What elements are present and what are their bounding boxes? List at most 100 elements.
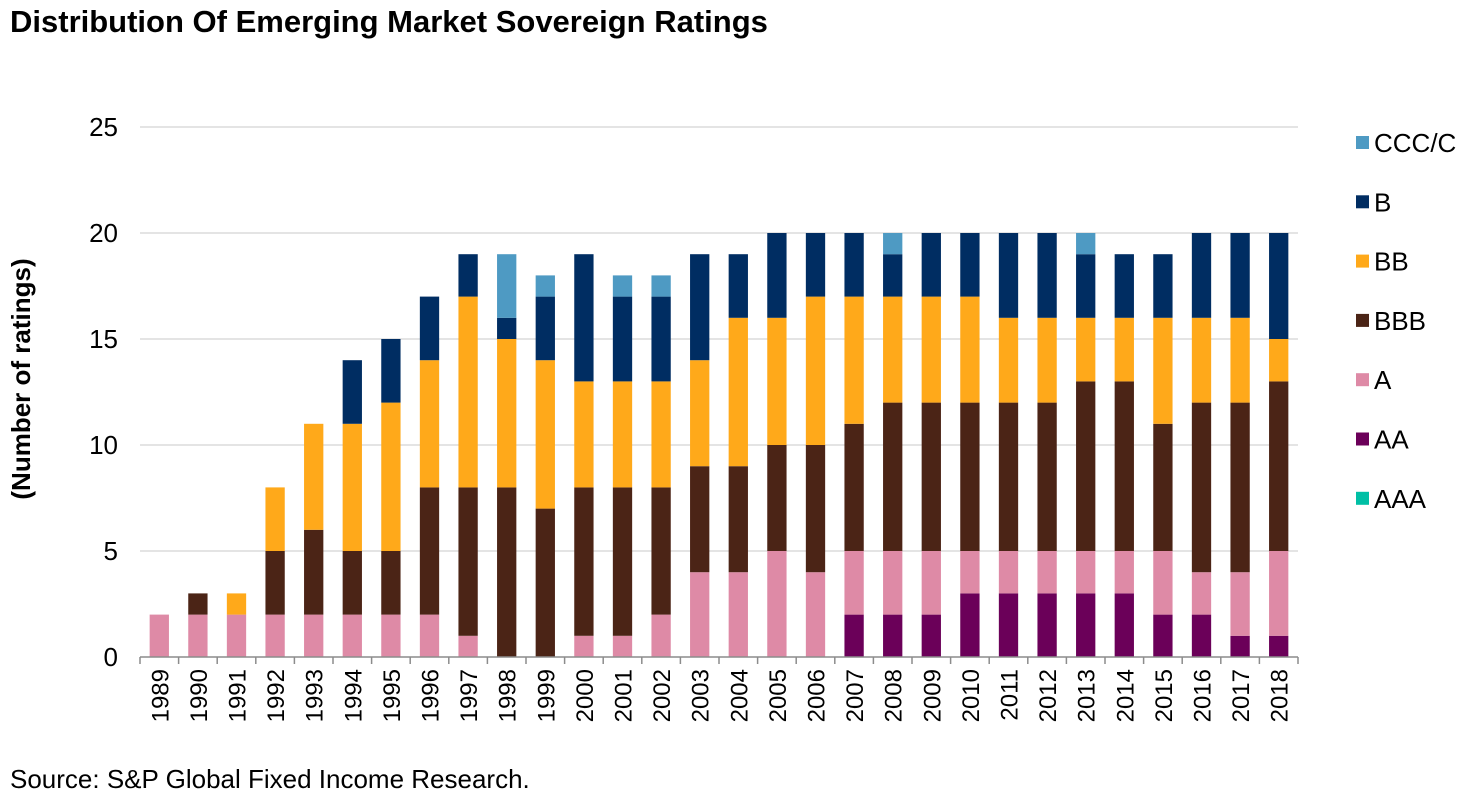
legend-label: AAA [1374, 484, 1427, 514]
x-tick-label: 1999 [533, 669, 560, 722]
y-tick-label: 10 [89, 430, 118, 460]
bar-segment-b-1999 [535, 296, 555, 361]
chart-title: Distribution Of Emerging Market Sovereig… [10, 4, 768, 39]
bar-segment-bbb-2004 [728, 466, 748, 573]
x-tick-label: 2009 [919, 669, 946, 722]
bar-segment-a-2000 [574, 635, 594, 657]
bar-segment-aa-2016 [1191, 614, 1212, 657]
bar-segment-b-2010 [960, 233, 980, 297]
legend-label: BBB [1374, 306, 1426, 336]
axes: 0 5 10 15 20 25 1989 1990 1991 1992 1993 1994 1995 19… [89, 112, 1299, 722]
x-tick-label: 1993 [302, 669, 329, 722]
x-tick-label: 2008 [881, 669, 908, 722]
bar-segment-bbb-2011 [998, 402, 1019, 551]
x-tick-label: 1992 [263, 669, 290, 722]
x-tick-label: 2000 [572, 669, 599, 722]
bar-segment-aa-2013 [1076, 593, 1096, 657]
bar-segment-b-2008 [883, 254, 903, 297]
bar-segment-a-1995 [381, 614, 401, 657]
bar-segment-b-2013 [1076, 254, 1096, 318]
bar-segment-bbb-1997 [458, 487, 478, 636]
bar-segment-b-2016 [1191, 233, 1212, 318]
bar-segment-bb-2009 [921, 296, 941, 403]
bar-segment-bb-1993 [304, 423, 324, 530]
legend-swatch [1356, 373, 1369, 387]
bars [149, 233, 1289, 657]
bar-segment-bb-2012 [1037, 317, 1057, 403]
bar-segment-a-2013 [1076, 551, 1096, 594]
bar-segment-bb-1995 [381, 402, 401, 551]
bar-segment-bb-2004 [728, 317, 748, 467]
bar-segment-bb-2011 [998, 317, 1019, 403]
y-tick-label: 0 [104, 642, 118, 672]
y-tick-label: 20 [89, 218, 118, 248]
bar-segment-a-1991 [226, 614, 247, 657]
legend-label: A [1374, 365, 1392, 395]
bar-segment-bb-2013 [1076, 317, 1096, 382]
bar-segment-b-2009 [921, 233, 941, 297]
bar-segment-a-2005 [767, 551, 787, 657]
x-tick-label: 2013 [1074, 669, 1101, 722]
bar-segment-b-2006 [805, 233, 826, 297]
bar-segment-b-1997 [458, 254, 478, 297]
bar-segment-ccc-c-2013 [1076, 233, 1096, 255]
bar-segment-bb-2007 [844, 296, 864, 424]
bar-segment-bb-1991 [226, 593, 247, 615]
bar-segment-b-1995 [381, 339, 401, 403]
x-tick-label: 2015 [1151, 669, 1178, 722]
bar-segment-aa-2011 [998, 593, 1019, 657]
bar-segment-aa-2015 [1153, 614, 1173, 657]
x-tick-label: 1990 [186, 669, 213, 722]
bar-segment-aa-2007 [844, 614, 864, 657]
legend-label: AA [1374, 425, 1409, 455]
x-tick-label: 2004 [726, 669, 753, 722]
legend-swatch [1356, 432, 1369, 446]
y-tick-label: 5 [104, 536, 118, 566]
bar-segment-bbb-1995 [381, 551, 401, 615]
bar-segment-ccc-c-2008 [883, 233, 903, 255]
bar-segment-bb-2017 [1230, 317, 1250, 403]
bar-segment-a-1996 [419, 614, 440, 657]
bar-segment-bb-2016 [1191, 317, 1212, 403]
bar-segment-aa-2012 [1037, 593, 1057, 657]
bar-segment-ccc-c-1999 [535, 275, 555, 297]
bar-segment-a-2017 [1230, 572, 1250, 636]
bar-segment-bb-2002 [651, 381, 671, 488]
x-tick-label: 2002 [649, 669, 676, 722]
bar-segment-b-2001 [612, 296, 633, 382]
bar-segment-bbb-1993 [304, 529, 324, 615]
bar-segment-bbb-2000 [574, 487, 594, 636]
bar-segment-a-2018 [1269, 551, 1289, 636]
bar-segment-bbb-2005 [767, 445, 787, 551]
bar-segment-bb-2006 [805, 296, 826, 445]
bar-segment-bbb-2003 [690, 466, 710, 573]
x-tick-label: 2001 [611, 669, 638, 722]
bar-segment-a-2012 [1037, 551, 1057, 594]
bar-segment-bbb-2014 [1114, 381, 1134, 551]
legend-swatch [1356, 491, 1369, 505]
bar-segment-a-2006 [805, 572, 826, 657]
bar-segment-b-2018 [1269, 233, 1289, 339]
bar-segment-bbb-2002 [651, 487, 671, 615]
bar-segment-aa-2009 [921, 614, 941, 657]
bar-segment-a-2010 [960, 551, 980, 594]
bar-segment-a-1989 [149, 614, 169, 657]
bar-segment-bbb-2016 [1191, 402, 1212, 573]
bar-segment-bbb-1992 [265, 551, 285, 615]
bar-segment-b-2007 [844, 233, 864, 297]
legend-swatch [1356, 195, 1369, 209]
bar-segment-bb-1997 [458, 296, 478, 488]
bar-segment-aa-2014 [1114, 593, 1134, 657]
bar-segment-b-2015 [1153, 254, 1173, 318]
x-tick-label: 2014 [1112, 669, 1139, 722]
bar-segment-bb-2015 [1153, 317, 1173, 424]
x-tick-label: 2017 [1228, 669, 1255, 722]
y-axis-label: (Number of ratings) [6, 258, 36, 499]
bar-segment-bb-1994 [342, 423, 362, 551]
y-tick-label: 15 [89, 324, 118, 354]
bar-segment-bbb-1990 [188, 593, 208, 615]
bar-segment-bb-2005 [767, 317, 787, 445]
bar-segment-bb-1998 [497, 339, 517, 488]
legend-label: BB [1374, 247, 1409, 277]
bar-segment-b-2002 [651, 296, 671, 382]
